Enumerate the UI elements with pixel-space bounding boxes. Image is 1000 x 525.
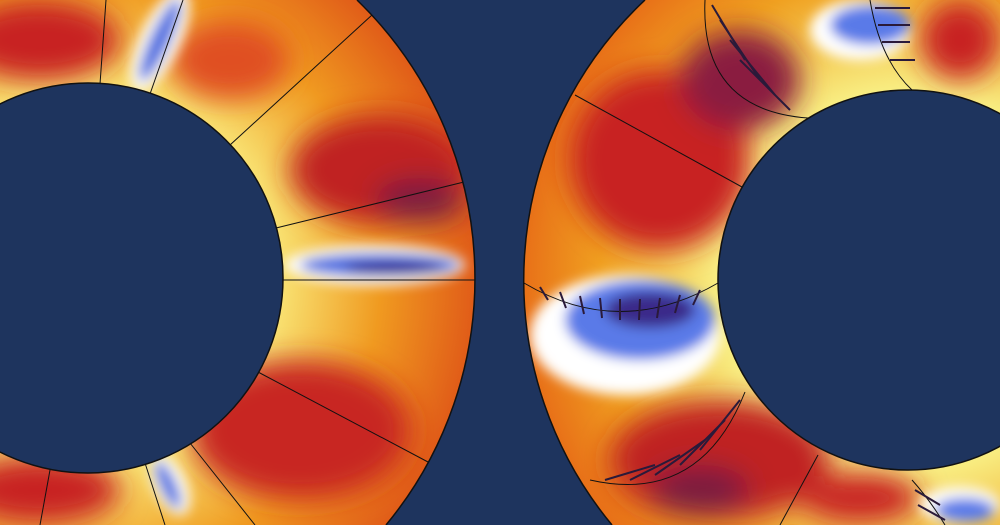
left-outer-boundary	[356, 0, 476, 525]
left-inner-hole	[0, 82, 284, 474]
right-inner-hole	[717, 89, 1000, 471]
mesh-lines	[39, 0, 475, 525]
cold-lobes	[130, 0, 465, 515]
flux-arrows	[539, 4, 946, 521]
right-outer-boundary	[523, 0, 646, 525]
